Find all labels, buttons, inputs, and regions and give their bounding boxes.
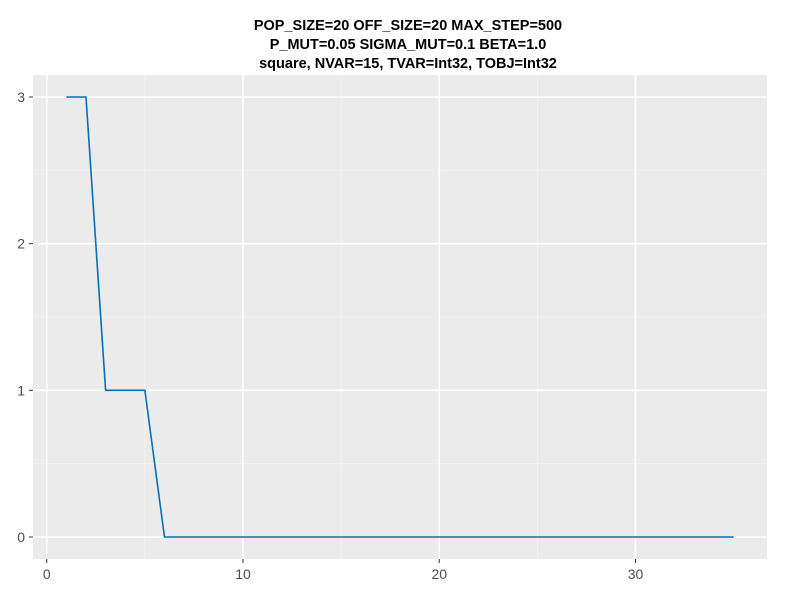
y-tick-label: 2 — [17, 236, 25, 252]
x-axis: 0 10 20 30 — [43, 559, 644, 582]
series-layer — [66, 96, 734, 538]
chart-title: POP_SIZE=20 OFF_SIZE=20 MAX_STEP=500 P_M… — [254, 18, 562, 72]
y-axis: 0 1 2 3 — [17, 89, 33, 545]
y-tick-label: 1 — [17, 382, 25, 398]
series-line-0 — [66, 96, 734, 538]
y-tick-label: 0 — [17, 529, 25, 545]
title-line-3: square, NVAR=15, TVAR=Int32, TOBJ=Int32 — [259, 56, 557, 72]
title-line-1: POP_SIZE=20 OFF_SIZE=20 MAX_STEP=500 — [254, 18, 562, 34]
x-tick-label: 0 — [43, 566, 51, 582]
x-tick-label: 20 — [431, 566, 447, 582]
x-tick-label: 30 — [628, 566, 644, 582]
x-tick-label: 10 — [235, 566, 251, 582]
title-line-2: P_MUT=0.05 SIGMA_MUT=0.1 BETA=1.0 — [270, 37, 547, 53]
y-tick-label: 3 — [17, 89, 25, 105]
